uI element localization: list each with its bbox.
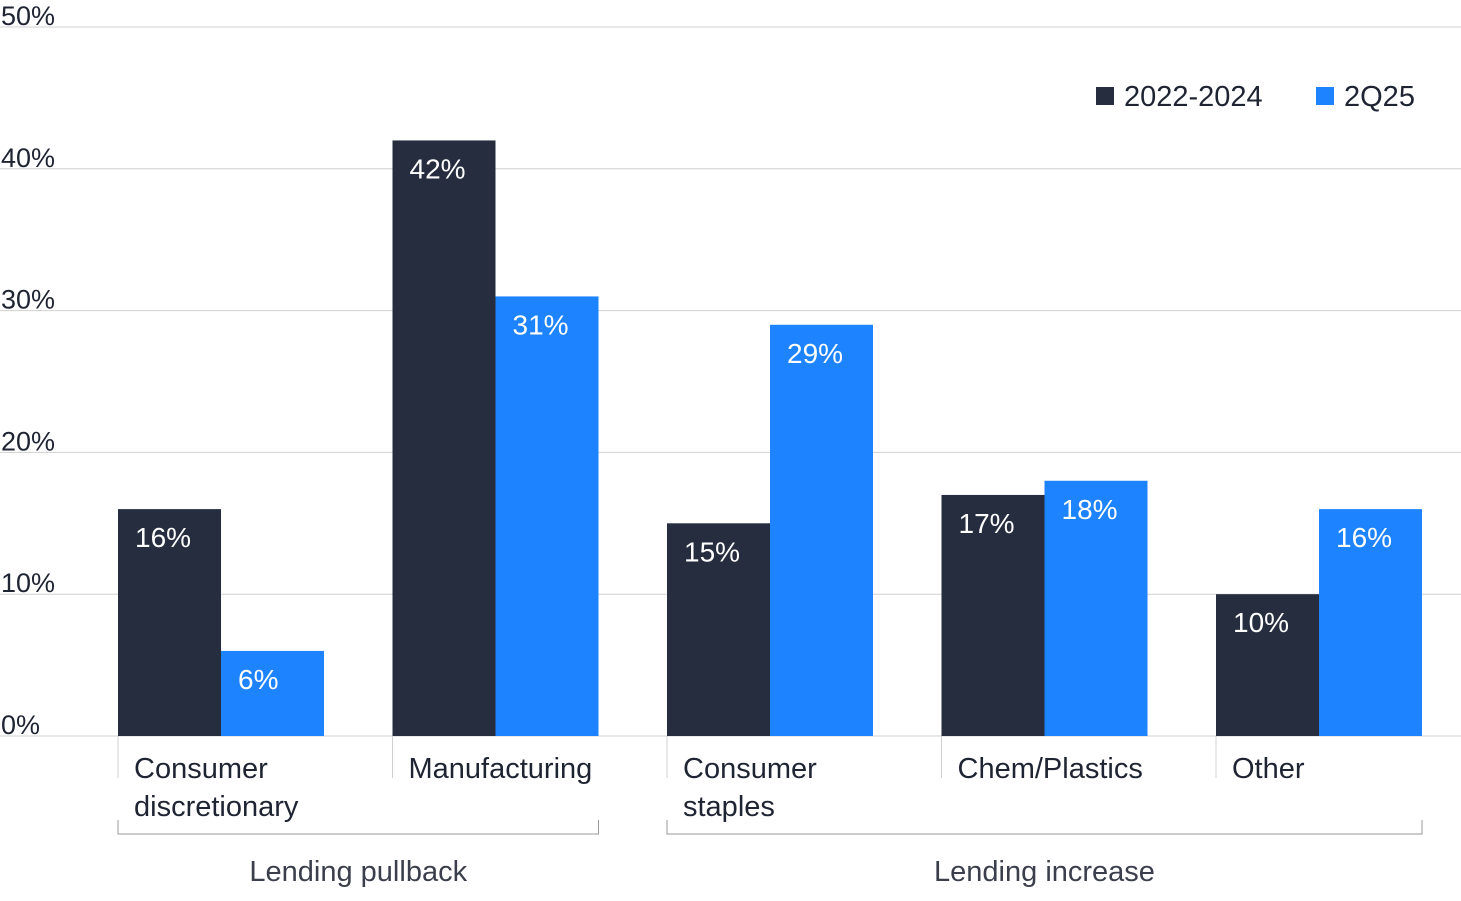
bar [1044,480,1148,736]
bar [667,523,770,736]
group-brackets: Lending pullback Lending increase [117,820,1423,888]
y-tick-label: 0% [1,710,40,740]
y-tick-label: 10% [1,568,55,598]
bar [1319,509,1422,736]
category-label: Consumer [134,753,268,785]
bar-value-label: 16% [1336,522,1392,553]
category-labels: Consumer discretionary Manufacturing Consum… [117,736,1305,823]
bar-value-label: 42% [410,153,466,184]
y-tick-label: 50% [1,1,55,31]
bar [495,296,599,736]
bar [118,509,221,736]
bar-value-label: 15% [684,536,740,567]
bar [1216,594,1319,736]
group-bracket [117,820,599,835]
y-tick-label: 30% [1,285,55,315]
legend-label: 2Q25 [1344,81,1415,113]
bar-value-label: 18% [1062,494,1118,525]
category-label: Manufacturing [409,753,593,785]
legend-label: 2022-2024 [1124,81,1263,113]
category-label: discretionary [134,791,299,823]
bar-value-label: 29% [787,338,843,369]
legend-swatch [1096,87,1114,105]
legend-swatch [1316,87,1334,105]
legend: 2022-2024 2Q25 [1096,81,1415,113]
bar [770,324,873,736]
bars [118,140,1422,736]
bar-value-label: 6% [238,664,278,695]
bar [221,650,324,736]
bar-value-labels: 16% 6% 42% 31% 15% 29% 17% 18% 10% 16% [135,153,1392,694]
y-axis-tick-labels: 0% 10% 20% 30% 40% 50% [1,1,55,740]
group-label: Lending increase [934,856,1155,888]
y-tick-label: 40% [1,143,55,173]
bar-value-label: 17% [959,508,1015,539]
category-label: Consumer [683,753,817,785]
bar-value-label: 31% [513,309,569,340]
y-tick-label: 20% [1,426,55,456]
group-bracket [666,820,1423,835]
bar-value-label: 16% [135,522,191,553]
bar [941,494,1045,736]
category-label: staples [683,791,775,823]
bar [392,140,496,736]
category-label: Other [1232,753,1305,785]
group-label: Lending pullback [249,856,467,888]
category-label: Chem/Plastics [958,753,1143,785]
bar-value-label: 10% [1233,607,1289,638]
